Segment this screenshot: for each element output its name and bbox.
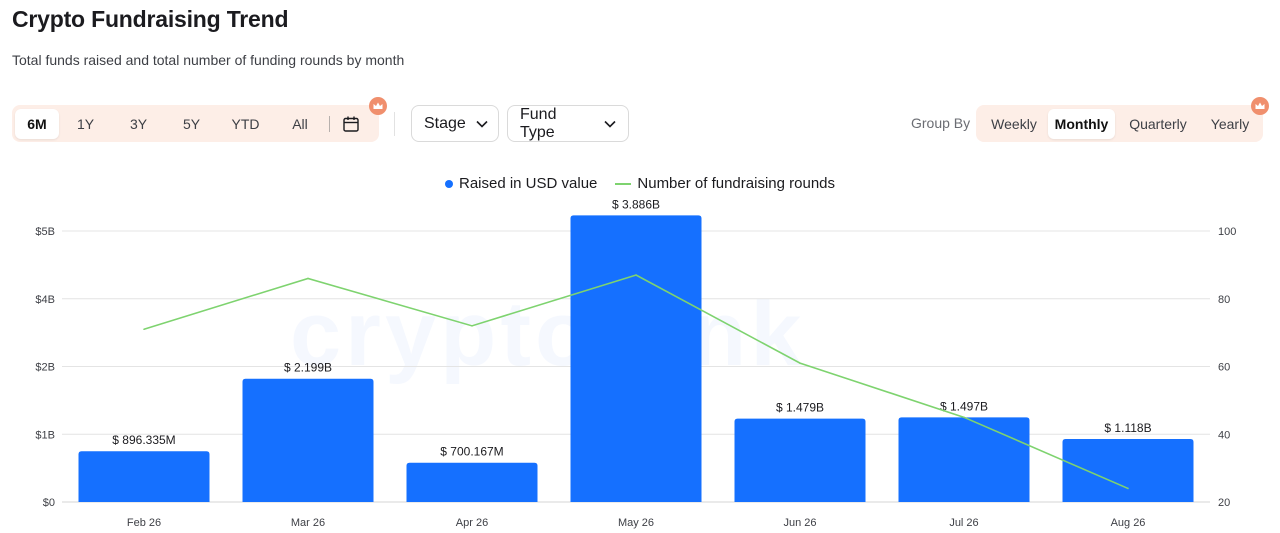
- group-monthly-button[interactable]: Monthly: [1048, 108, 1115, 139]
- bar: [570, 215, 702, 503]
- bar-value-label: $ 896.335M: [112, 433, 175, 447]
- range-divider: [329, 115, 330, 132]
- x-tick-label: Mar 26: [291, 517, 325, 529]
- rounds-point: [143, 328, 145, 331]
- fund-type-dropdown-label: Fund Type: [520, 105, 557, 141]
- y-left-tick-label: $1B: [35, 429, 55, 441]
- bar-series-swatch: [444, 179, 453, 188]
- group-weekly-button[interactable]: Weekly: [991, 115, 1037, 132]
- line-series-swatch: [615, 182, 632, 185]
- range-ytd-button[interactable]: YTD: [231, 115, 260, 132]
- chevron-down-icon: [476, 120, 488, 128]
- bar-value-label: $ 2.199B: [284, 361, 332, 375]
- rounds-point: [471, 325, 473, 327]
- bar: [406, 462, 538, 502]
- stage-dropdown-label: Stage: [424, 114, 466, 132]
- x-tick-label: Jul 26: [949, 517, 978, 529]
- bar: [242, 378, 374, 502]
- group-by-selector: Weekly Monthly Quarterly Yearly: [976, 105, 1263, 142]
- x-tick-label: May 26: [618, 517, 654, 529]
- x-tick-label: Jun 26: [783, 517, 816, 529]
- stage-dropdown[interactable]: Stage: [411, 105, 499, 142]
- bar: [734, 418, 866, 502]
- rounds-point: [1127, 487, 1129, 490]
- y-left-tick-label: $4B: [35, 294, 55, 306]
- x-tick-label: Aug 26: [1111, 517, 1146, 529]
- chart-legend: Raised in USD value Number of fundraisin…: [0, 175, 1280, 192]
- bar-value-label: $ 700.167M: [440, 445, 503, 459]
- x-tick-label: Apr 26: [456, 517, 488, 529]
- page-subtitle: Total funds raised and total number of f…: [12, 52, 405, 68]
- group-by-label: Group By: [911, 115, 971, 131]
- range-1y-button[interactable]: 1Y: [76, 115, 95, 132]
- bar-value-label: $ 1.118B: [1104, 421, 1151, 435]
- y-right-tick-label: 20: [1218, 497, 1230, 509]
- bar: [1062, 438, 1194, 502]
- page-title: Crypto Fundraising Trend: [12, 6, 289, 32]
- y-left-tick-label: $5B: [35, 226, 55, 238]
- legend-label-rounds: Number of fundraising rounds: [637, 175, 835, 192]
- bar-value-label: $ 1.479B: [776, 401, 824, 415]
- rounds-point: [799, 362, 801, 364]
- group-quarterly-button[interactable]: Quarterly: [1129, 115, 1187, 132]
- bar-value-label: $ 3.886B: [612, 197, 660, 211]
- fund-type-dropdown[interactable]: Fund Type: [507, 105, 629, 142]
- bar: [898, 417, 1030, 502]
- time-range-selector: 6M 1Y 3Y 5Y YTD All: [12, 105, 379, 142]
- rounds-point: [963, 416, 965, 419]
- range-all-button[interactable]: All: [292, 115, 308, 132]
- rounds-point: [307, 277, 309, 280]
- legend-label-raised: Raised in USD value: [458, 175, 598, 192]
- chevron-down-icon: [604, 120, 616, 128]
- rounds-point: [635, 274, 637, 276]
- calendar-icon[interactable]: [336, 109, 366, 139]
- range-6m-button[interactable]: 6M: [15, 108, 59, 139]
- y-right-tick-label: 40: [1218, 429, 1230, 441]
- y-right-tick-label: 60: [1218, 362, 1230, 374]
- y-left-tick-label: $2B: [35, 362, 55, 374]
- bar-value-label: $ 1.497B: [940, 399, 988, 413]
- crown-icon: [369, 97, 387, 115]
- x-tick-label: Feb 26: [127, 517, 161, 529]
- y-left-tick-label: $0: [43, 497, 55, 509]
- bar: [78, 451, 210, 502]
- group-yearly-button[interactable]: Yearly: [1210, 115, 1250, 132]
- toolbar-divider: [394, 112, 395, 136]
- y-right-tick-label: 80: [1218, 294, 1230, 306]
- y-right-tick-label: 100: [1218, 226, 1236, 238]
- crown-icon: [1251, 97, 1269, 115]
- range-5y-button[interactable]: 5Y: [182, 115, 201, 132]
- legend-item-raised[interactable]: Raised in USD value: [444, 175, 598, 192]
- legend-item-rounds[interactable]: Number of fundraising rounds: [615, 175, 835, 192]
- range-3y-button[interactable]: 3Y: [129, 115, 148, 132]
